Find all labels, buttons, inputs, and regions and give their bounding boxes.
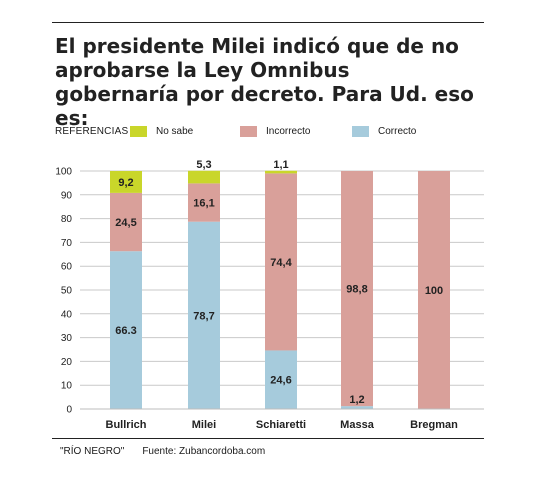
legend-swatch-no-sabe (130, 126, 147, 137)
y-tick-label: 30 (61, 333, 73, 344)
x-category-label: Bullrich (106, 419, 147, 431)
data-label: 24,6 (270, 375, 291, 387)
y-tick-label: 80 (61, 214, 73, 225)
legend: REFERENCIAS No sabe Incorrecto Correcto (55, 124, 485, 140)
legend-label-correcto: Correcto (378, 126, 417, 137)
y-tick-label: 50 (61, 286, 73, 297)
data-label: 78,7 (193, 310, 214, 322)
bar-segment (341, 406, 373, 409)
y-tick-label: 20 (61, 357, 73, 368)
y-tick-label: 100 (55, 167, 72, 178)
data-label: 5,3 (196, 159, 211, 171)
bar-segment (110, 171, 142, 193)
chart-title: El presidente Milei indicó que de no apr… (55, 34, 474, 130)
data-label: 74,4 (270, 257, 292, 269)
bar-segment (188, 221, 220, 409)
y-tick-label: 70 (61, 238, 73, 249)
footer-source: Fuente: Zubancordoba.com (142, 446, 266, 457)
x-category-label: Massa (340, 419, 375, 431)
x-category-label: Bregman (410, 419, 458, 431)
y-tick-label: 90 (61, 190, 73, 201)
bottom-rule (52, 438, 484, 439)
legend-swatch-correcto (352, 126, 369, 137)
bar-segment (265, 350, 297, 409)
footer-credit: "RÍO NEGRO" (60, 446, 125, 457)
data-label: 9,2 (118, 177, 133, 189)
bar-segment (110, 192, 142, 252)
bar-segment (418, 171, 450, 409)
data-label: 98,8 (346, 284, 367, 296)
bar-segment (188, 170, 220, 184)
data-label: 24,5 (115, 217, 136, 229)
y-tick-label: 0 (66, 405, 72, 416)
y-tick-label: 40 (61, 309, 73, 320)
y-tick-label: 10 (61, 381, 73, 392)
legend-label-incorrecto: Incorrecto (266, 126, 311, 137)
bar-segment (188, 183, 220, 222)
x-category-label: Schiaretti (256, 419, 306, 431)
data-label: 1,1 (273, 159, 288, 171)
top-rule (52, 22, 484, 23)
footer: "RÍO NEGRO" Fuente: Zubancordoba.com (60, 446, 265, 457)
data-label: 66.3 (115, 325, 136, 337)
data-label: 16,1 (193, 198, 214, 210)
bar-segment (110, 251, 142, 409)
data-label: 1,2 (349, 394, 364, 406)
bar-segment (265, 173, 297, 351)
y-tick-label: 60 (61, 262, 73, 273)
legend-swatch-incorrecto (240, 126, 257, 137)
x-category-label: Milei (192, 419, 216, 431)
data-label: 100 (425, 285, 443, 297)
bar-segment (265, 170, 297, 174)
legend-label-no-sabe: No sabe (156, 126, 194, 137)
legend-title: REFERENCIAS (55, 126, 129, 137)
bar-segment (341, 171, 373, 407)
